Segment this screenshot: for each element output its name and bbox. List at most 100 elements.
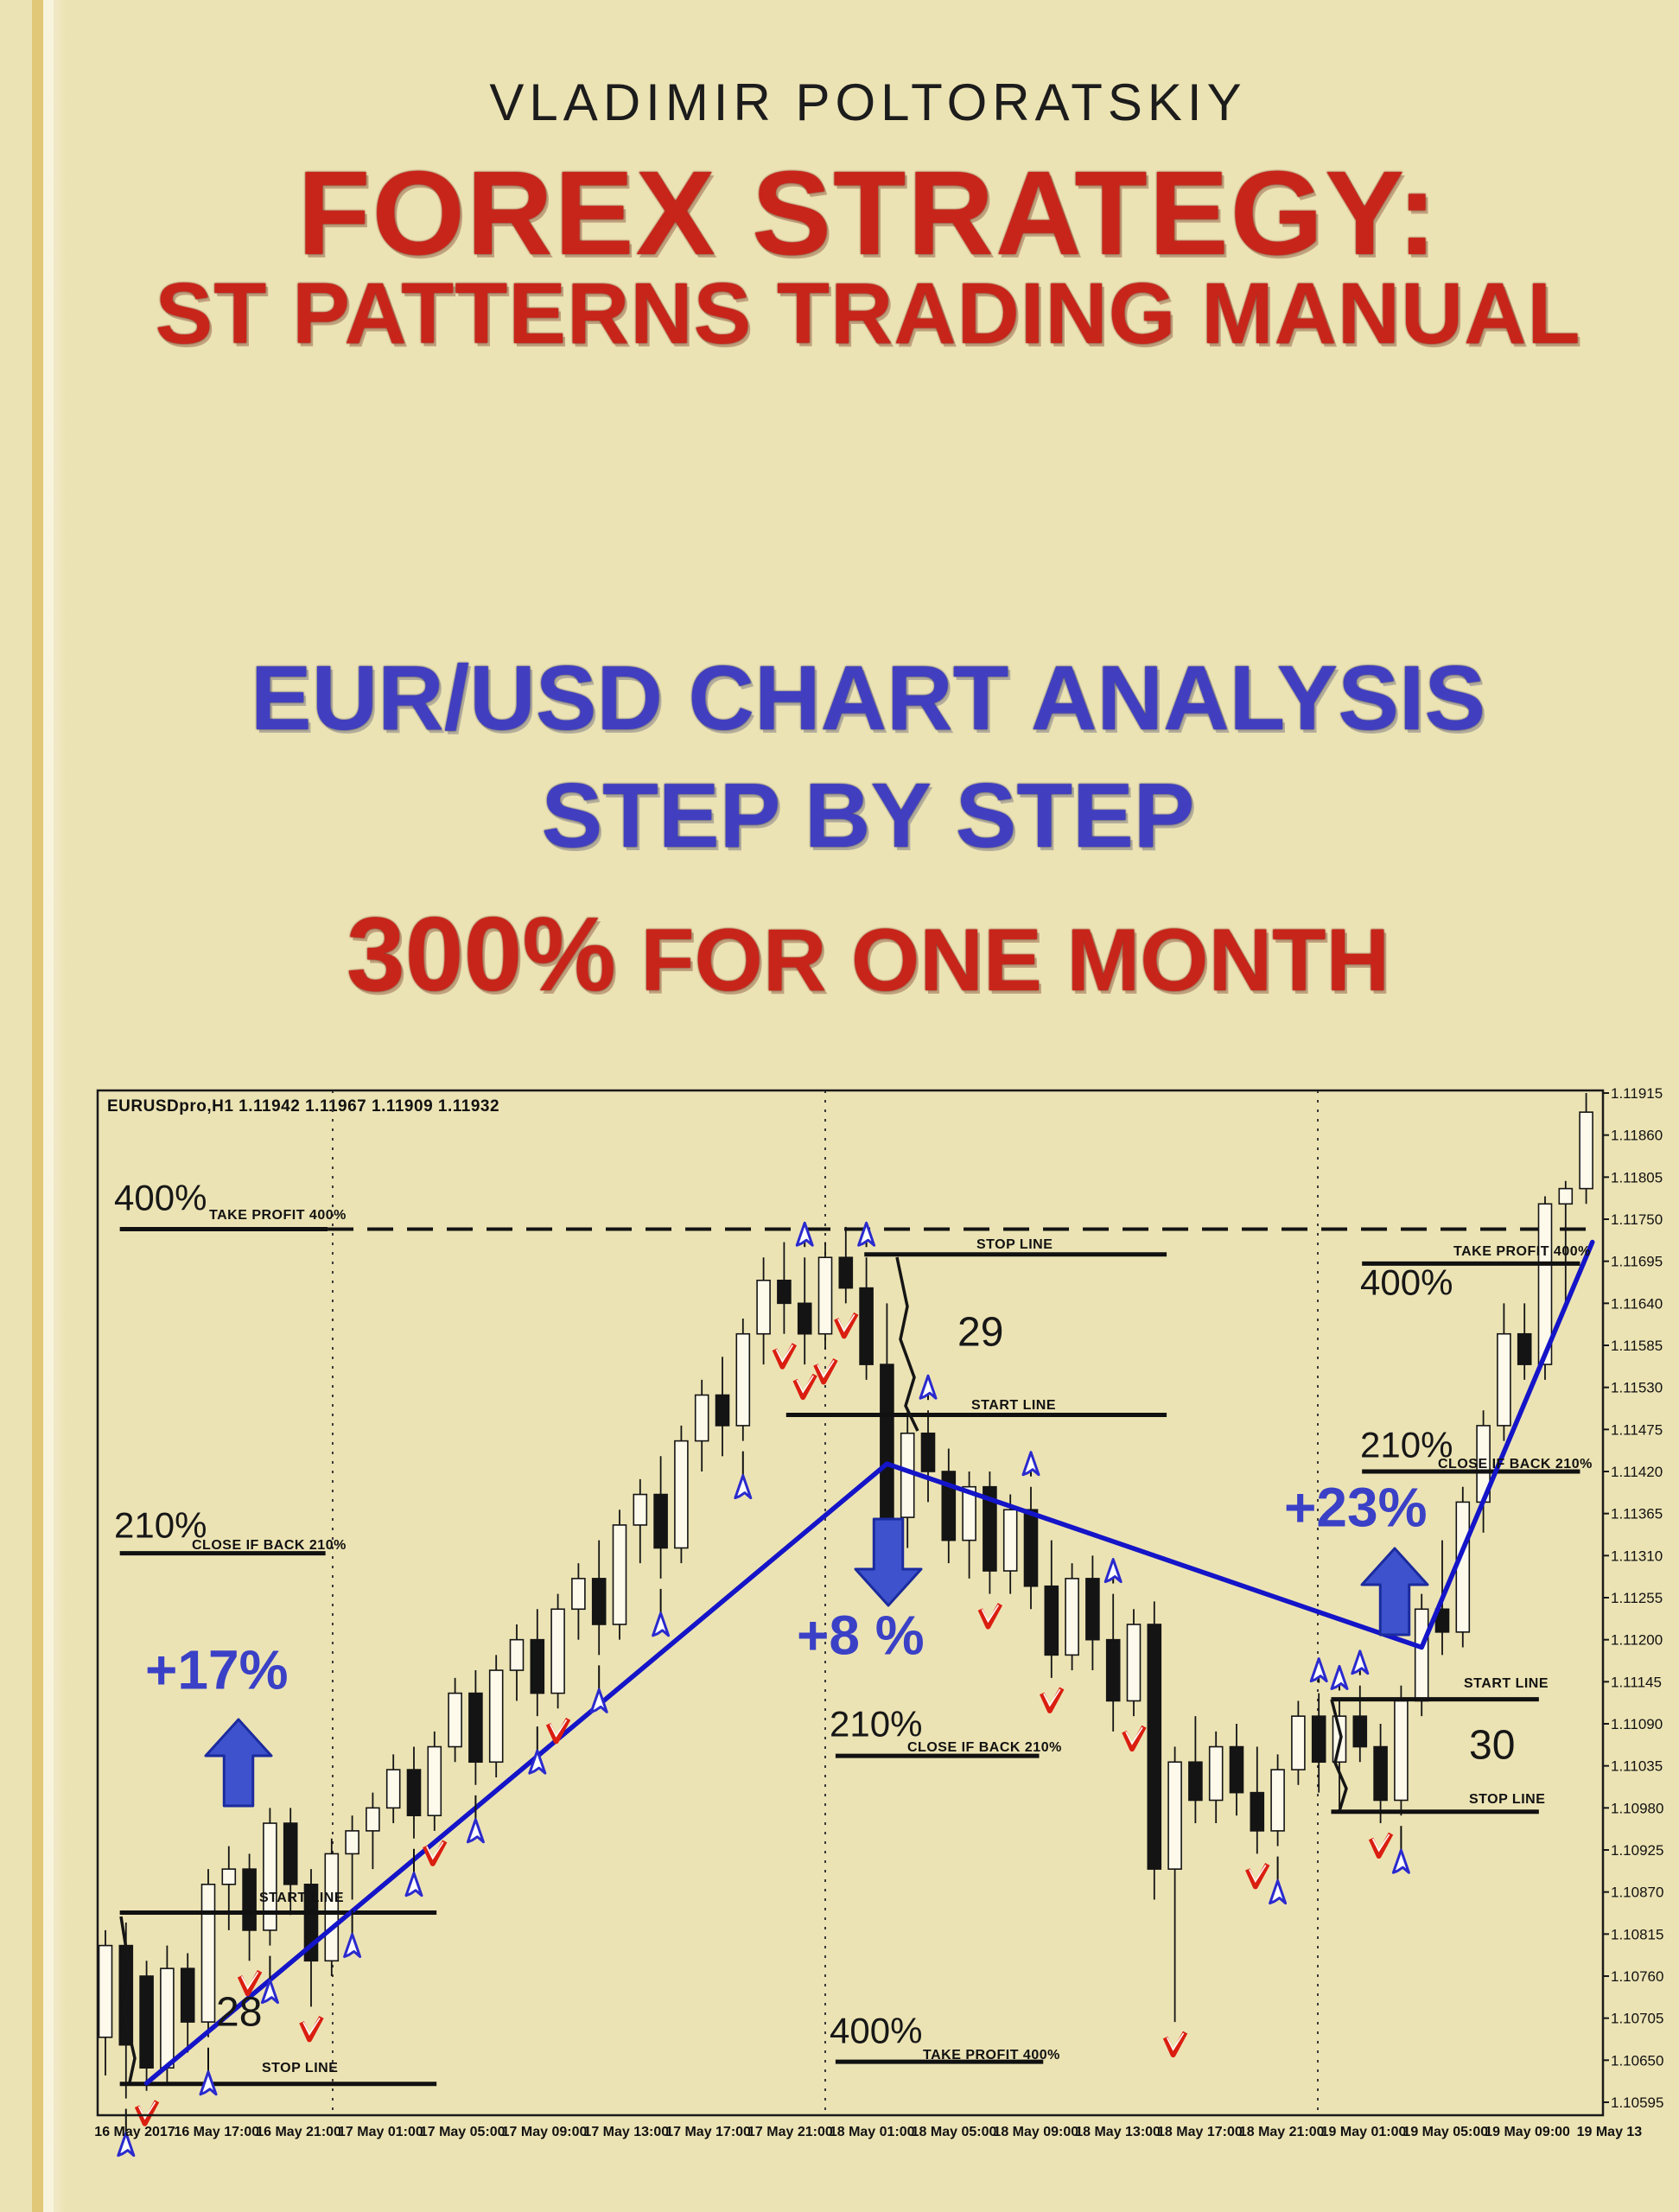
y-axis-label: 1.11750 bbox=[1611, 1211, 1663, 1228]
x-axis-label: 17 May 13:00 bbox=[583, 2125, 669, 2139]
gain-percent-label: +17% bbox=[145, 1638, 288, 1700]
candle-body bbox=[1208, 1745, 1224, 1802]
candle-body bbox=[1250, 1791, 1265, 1832]
reversal-check-inner bbox=[1166, 2032, 1185, 2051]
reversal-check-inner bbox=[837, 1313, 855, 1332]
y-axis-label: 1.10815 bbox=[1611, 1926, 1663, 1942]
y-axis-label: 1.11860 bbox=[1611, 1128, 1663, 1144]
line-caption-label: STOP LINE bbox=[1469, 1792, 1545, 1807]
candle-body bbox=[797, 1302, 812, 1335]
line-caption-label: START LINE bbox=[259, 1891, 344, 1905]
candle-body bbox=[694, 1394, 709, 1442]
line-caption-label: CLOSE IF BACK 210% bbox=[1438, 1457, 1593, 1471]
candle-body bbox=[139, 1975, 154, 2069]
candle-body bbox=[221, 1868, 237, 1885]
y-axis-label: 1.10760 bbox=[1611, 1968, 1663, 1985]
candle-body bbox=[488, 1669, 504, 1764]
candle-body bbox=[880, 1363, 894, 1518]
candle-body bbox=[1497, 1332, 1511, 1427]
line-caption-label: CLOSE IF BACK 210% bbox=[907, 1740, 1062, 1755]
x-axis-label: 19 May 09:00 bbox=[1485, 2125, 1570, 2139]
x-axis-label: 18 May 21:00 bbox=[1239, 2125, 1325, 2139]
subtitle-line3: 300% FOR ONE MONTH bbox=[66, 893, 1670, 1014]
candle-body bbox=[1126, 1624, 1142, 1702]
reversal-check-icon bbox=[545, 1717, 571, 1745]
y-axis-label: 1.10650 bbox=[1611, 2052, 1663, 2069]
candle-body bbox=[653, 1493, 668, 1549]
reversal-check-icon bbox=[237, 1969, 263, 1997]
reversal-check-icon bbox=[423, 1840, 448, 1866]
fractal-up-arrow-icon bbox=[528, 1749, 547, 1775]
candle-body bbox=[550, 1608, 565, 1694]
fractal-up-arrow-icon bbox=[919, 1374, 938, 1400]
y-axis-label: 1.11255 bbox=[1611, 1590, 1663, 1606]
fractal-up-arrow-icon bbox=[1269, 1879, 1288, 1905]
percent-headline-rest: FOR ONE MONTH bbox=[615, 911, 1390, 1009]
candle-body bbox=[900, 1432, 915, 1518]
candle-body bbox=[1085, 1578, 1100, 1641]
x-axis-label: 18 May 09:00 bbox=[993, 2125, 1078, 2139]
candle-body bbox=[530, 1638, 545, 1694]
candle-body bbox=[1434, 1608, 1450, 1633]
y-axis-label: 1.11090 bbox=[1611, 1716, 1663, 1732]
reversal-check-icon bbox=[1162, 2031, 1188, 2058]
big-down-arrow-icon bbox=[854, 1517, 923, 1607]
reversal-check-inner bbox=[1043, 1688, 1061, 1707]
x-axis-label: 16 May 17:00 bbox=[174, 2125, 259, 2139]
pattern-zigzag-line bbox=[1330, 1699, 1348, 1812]
percent-headline: 300% bbox=[346, 895, 616, 1013]
candle-body bbox=[366, 1807, 380, 1832]
fractal-up-arrow-icon bbox=[1103, 1558, 1123, 1584]
candle-body bbox=[962, 1485, 976, 1541]
fractal-up-arrow-icon bbox=[857, 1221, 876, 1247]
candle-body bbox=[1065, 1578, 1079, 1656]
candle-body bbox=[1105, 1638, 1121, 1702]
line-caption-label: START LINE bbox=[971, 1398, 1056, 1413]
candle-body bbox=[1558, 1187, 1574, 1205]
candle-body bbox=[983, 1485, 997, 1572]
fractal-up-arrow-icon bbox=[1391, 1848, 1410, 1874]
candle-body bbox=[756, 1279, 771, 1335]
reversal-check-inner bbox=[137, 2101, 156, 2120]
candle-body bbox=[200, 1884, 216, 2023]
pattern-zigzag-line bbox=[895, 1256, 919, 1432]
big-up-arrow-icon bbox=[204, 1718, 273, 1808]
candle-body bbox=[180, 1967, 195, 2023]
pattern-number-label: 29 bbox=[957, 1309, 1003, 1355]
y-axis-label: 1.11805 bbox=[1611, 1169, 1663, 1185]
y-axis-label: 1.11365 bbox=[1611, 1506, 1663, 1522]
candle-body bbox=[1373, 1745, 1388, 1802]
candle-body bbox=[715, 1394, 730, 1427]
y-axis-label: 1.11530 bbox=[1611, 1380, 1663, 1396]
reversal-check-icon bbox=[134, 2100, 160, 2126]
reversal-check-icon bbox=[1122, 1725, 1147, 1752]
percent-level-label: 210% bbox=[1360, 1424, 1453, 1465]
candle-body bbox=[509, 1638, 525, 1671]
line-caption-label: START LINE bbox=[1464, 1676, 1549, 1691]
x-axis-label: 17 May 21:00 bbox=[747, 2125, 833, 2139]
x-axis-label: 18 May 01:00 bbox=[830, 2125, 915, 2139]
reversal-check-icon bbox=[299, 2015, 324, 2043]
candle-body bbox=[1394, 1700, 1409, 1802]
y-axis-label: 1.10870 bbox=[1611, 1885, 1663, 1901]
candle-body bbox=[1537, 1203, 1553, 1365]
reversal-check-inner bbox=[1371, 1834, 1390, 1853]
x-axis-label: 17 May 17:00 bbox=[665, 2125, 751, 2139]
y-axis-label: 1.10595 bbox=[1611, 2094, 1663, 2111]
candle-body bbox=[571, 1578, 586, 1611]
reversal-check-inner bbox=[302, 2017, 321, 2037]
x-axis-label: 16 May 21:00 bbox=[256, 2125, 341, 2139]
candle-body bbox=[674, 1440, 689, 1549]
reversal-check-inner bbox=[549, 1719, 568, 1738]
x-axis-label: 18 May 05:00 bbox=[912, 2125, 997, 2139]
reversal-check-inner bbox=[796, 1375, 814, 1394]
reversal-check-inner bbox=[1249, 1864, 1267, 1884]
fractal-up-arrow-icon bbox=[589, 1688, 608, 1713]
y-axis-label: 1.11585 bbox=[1611, 1338, 1663, 1354]
gain-percent-label: +23% bbox=[1284, 1476, 1427, 1538]
fractal-up-arrow-icon bbox=[795, 1221, 814, 1247]
x-axis-label: 17 May 01:00 bbox=[338, 2125, 423, 2139]
candle-body bbox=[633, 1493, 648, 1526]
candle-body bbox=[1414, 1608, 1429, 1702]
